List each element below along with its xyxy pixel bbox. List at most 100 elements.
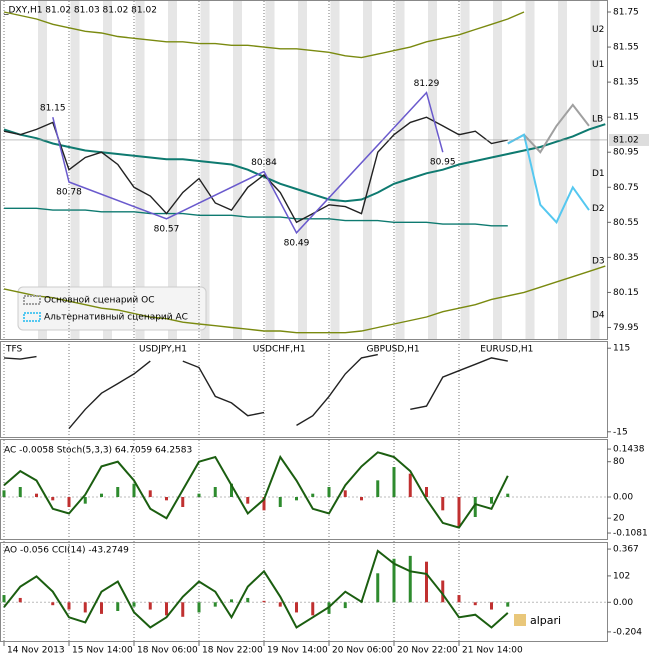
histogram-bar (441, 497, 445, 511)
chart-title: _DXY,H1 81.02 81.03 81.02 81.02 (3, 6, 157, 16)
histogram-bar (116, 487, 120, 497)
histogram-bar (213, 487, 217, 497)
session-stripe (395, 1, 405, 339)
histogram-bar (132, 602, 136, 607)
histogram-bar (295, 497, 298, 501)
histogram-bar (18, 487, 22, 497)
histogram-bar (100, 602, 103, 614)
legend-swatch (23, 295, 41, 305)
segment-line (296, 353, 378, 427)
session-stripe (493, 1, 502, 339)
annotation: 80.78 (56, 188, 82, 198)
histogram-bar (246, 597, 250, 603)
y-tick-label: 80.75 (613, 183, 639, 193)
segment-label: EURUSD,H1 (480, 345, 533, 355)
histogram-bar (278, 497, 282, 507)
histogram-bar (246, 497, 250, 504)
main-panel (0, 0, 608, 340)
panel-title: AC -0.0058 Stoch(5,3,3) 64.7059 64.2583 (4, 446, 192, 456)
histogram-bar (262, 600, 266, 603)
y-tick-label: 81.75 (613, 8, 639, 18)
histogram-bar (473, 602, 477, 606)
histogram-bar (197, 493, 201, 497)
session-stripe (233, 1, 242, 339)
histogram-bar (116, 602, 120, 611)
histogram-bar (51, 602, 55, 606)
y-tick-label: 80.35 (613, 253, 639, 263)
x-tick-label: 15 Nov 14:00 (72, 646, 133, 656)
session-stripe (200, 1, 210, 339)
segment-label: TFS (5, 345, 23, 355)
series-line (507, 133, 590, 225)
histogram-bar (506, 602, 510, 607)
x-tick-label: 20 Nov 22:00 (397, 646, 458, 656)
histogram-bar (230, 483, 233, 497)
histogram-bar (457, 497, 461, 527)
histogram-bar (473, 497, 477, 517)
y-tick-label: 20 (613, 514, 625, 524)
y-tick-label: 80.55 (613, 218, 639, 228)
histogram-bar (165, 602, 168, 616)
histogram-bar (181, 602, 185, 617)
annotation: 81.15 (40, 104, 66, 114)
histogram-bar (181, 497, 185, 507)
session-stripe (103, 1, 112, 339)
histogram-bar (441, 580, 445, 603)
y-tick-label: 0.367 (613, 545, 639, 555)
brand-icon (514, 614, 526, 626)
series-line (3, 123, 606, 203)
histogram-bar (490, 602, 493, 610)
segment-label: USDCHF,H1 (253, 345, 306, 355)
legend-box (17, 286, 207, 331)
x-tick-label: 18 Nov 22:00 (202, 646, 263, 656)
y-tick-label: 0.1438 (613, 445, 645, 455)
histogram-bar (295, 602, 298, 613)
histogram-bar (408, 473, 412, 497)
session-stripe (460, 1, 470, 339)
y-tick-label: 80.95 (613, 148, 639, 158)
histogram-bar (490, 497, 493, 504)
segment-line (410, 357, 508, 410)
histogram-bar (408, 555, 412, 603)
histogram-bar (2, 595, 6, 603)
histogram-bar (230, 599, 233, 603)
session-stripe (363, 1, 372, 339)
y-tick-label: 115 (613, 344, 630, 354)
legend-entry: Основной сценарий ОС (44, 296, 154, 306)
session-stripe (70, 1, 80, 339)
series-line (3, 265, 606, 334)
series-line (3, 116, 508, 224)
y-tick-label: 81.35 (613, 78, 639, 88)
session-stripe (428, 1, 437, 339)
level-label: D3 (592, 256, 605, 266)
x-tick-label: 20 Nov 06:00 (332, 646, 393, 656)
series-line (3, 11, 525, 59)
histogram-bar (18, 597, 22, 603)
histogram-bar (262, 497, 266, 511)
zigzag (52, 91, 444, 235)
y-tick-label: 81.15 (613, 113, 639, 123)
histogram-bar (311, 493, 315, 497)
current-price-box (609, 133, 649, 146)
histogram-bar (392, 467, 396, 497)
histogram-bar (213, 602, 217, 607)
histogram-bar (100, 493, 103, 497)
session-stripe (298, 1, 307, 339)
histogram-bar (343, 490, 347, 497)
session-stripe (525, 1, 535, 339)
histogram-bar (197, 602, 201, 613)
panel-title: AO -0.056 CCI(14) -43.2749 (4, 546, 129, 556)
segment-line (3, 355, 37, 360)
indicator-line (3, 451, 509, 529)
y-tick-label: 0.00 (613, 493, 633, 503)
legend-entry: Альтернативный сценарий АС (44, 313, 188, 323)
histogram-bar (311, 602, 315, 616)
level-label: D4 (592, 311, 605, 321)
histogram-bar (132, 483, 136, 497)
segment-line (182, 360, 265, 417)
y-tick-label: -0.1081 (613, 529, 648, 539)
y-tick-label: 80 (613, 457, 625, 467)
session-stripe (135, 1, 145, 339)
annotation: 80.84 (251, 158, 277, 168)
y-tick-label: 81.55 (613, 43, 639, 53)
